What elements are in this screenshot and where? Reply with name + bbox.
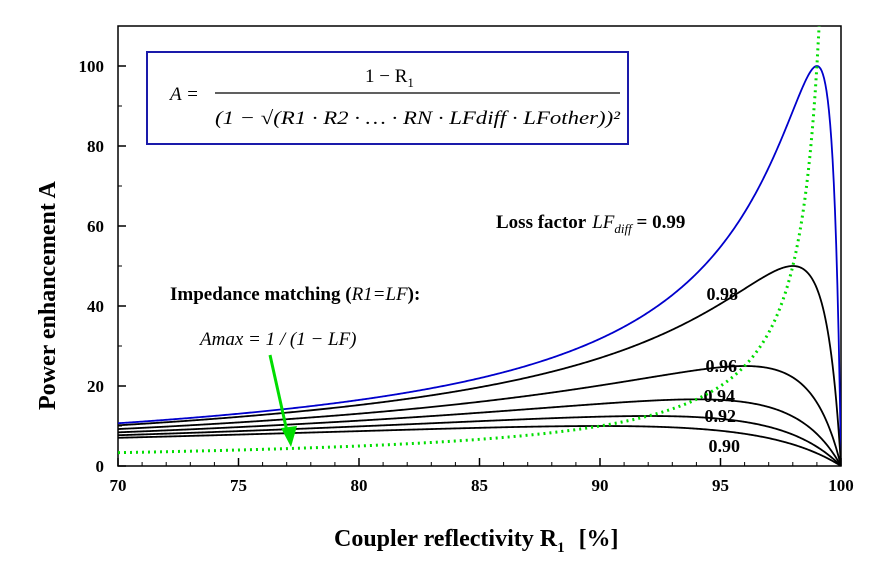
y-tick-label: 80 (87, 137, 104, 156)
impedance-arrow (268, 354, 297, 447)
x-tick-label: 85 (471, 476, 488, 495)
x-tick-label: 90 (592, 476, 609, 495)
loss-factor-label: Loss factor LFdiff = 0.99 (496, 212, 685, 236)
curve-label: 0.96 (706, 356, 738, 376)
y-axis-title: Power enhancement A (35, 180, 61, 410)
y-tick-label: 0 (96, 457, 105, 476)
curve-lf-099 (118, 65, 841, 466)
y-tick-label: 60 (87, 217, 104, 236)
impedance-label: Impedance matching (R1=LF): (170, 284, 420, 305)
x-tick-label: 95 (712, 476, 729, 495)
curve-label: 0.92 (705, 406, 737, 426)
formula-frame (146, 51, 629, 145)
curve-label: 0.94 (704, 386, 736, 406)
curve-lf-092 (118, 415, 841, 466)
y-tick-label: 40 (87, 297, 104, 316)
formula-lhs: A = (168, 84, 199, 105)
curve-lf-096 (118, 365, 841, 466)
x-tick-label: 75 (230, 476, 247, 495)
curve-lf-094 (118, 398, 841, 466)
formula-denominator: (1 − √(R1 · R2 · … · RN · LFdiff · LFoth… (215, 108, 620, 129)
curve-label: 0.90 (709, 436, 741, 456)
x-tick-label: 70 (110, 476, 127, 495)
x-tick-label: 100 (828, 476, 854, 495)
x-axis-title: Coupler reflectivity R1 [%] (334, 526, 619, 556)
y-tick-label: 100 (79, 57, 105, 76)
formula-box: A = 1 − R1 (1 − √(R1 · R2 · … · RN · LFd… (146, 51, 629, 145)
amax-formula: Amax = 1 / (1 − LF) (198, 329, 357, 350)
curve-lf-090 (118, 425, 841, 466)
y-tick-label: 20 (87, 377, 104, 396)
x-tick-label: 80 (351, 476, 368, 495)
axis-ticks: 70 75 80 85 90 95 100 0 20 40 60 80 100 (79, 57, 854, 495)
curves-layer: 0.98 0.96 0.940.92 0.90 (118, 26, 841, 466)
formula-numerator: 1 − R1 (365, 66, 414, 90)
curve-label: 0.98 (707, 284, 739, 304)
curve-lf-098 (118, 265, 841, 466)
